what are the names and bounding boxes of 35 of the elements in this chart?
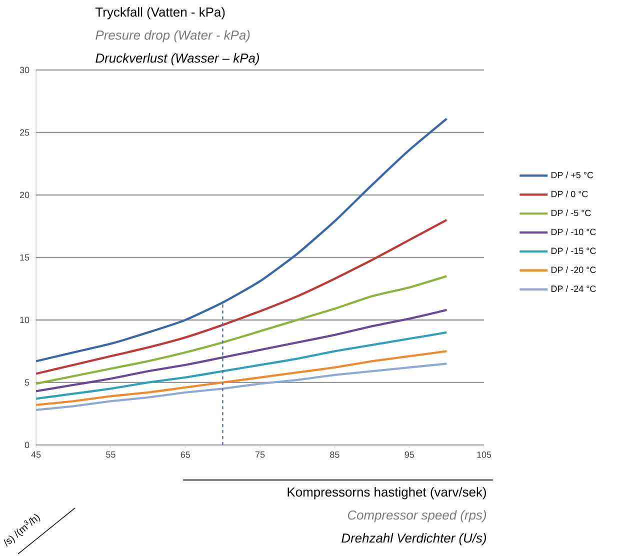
legend-label: DP / -24 °C	[551, 285, 596, 292]
y-tick-label: 15	[20, 254, 30, 261]
line-series	[36, 275, 448, 385]
x-tick-label: 75	[255, 451, 265, 458]
x-axis-title: Kompressorns hastighet (varv/sek)	[288, 487, 486, 500]
x-tick-label: 105	[477, 451, 492, 458]
legend-label: DP / +5 °C	[551, 172, 594, 178]
line-series	[36, 331, 448, 400]
text: /s) /(m$^{3}$/h)	[4, 514, 40, 547]
legend-label: DP / 0 °C	[551, 190, 588, 198]
x-tick-label: 45	[31, 451, 41, 458]
y-tick-label: 5	[24, 379, 30, 386]
y-tick-label: 10	[20, 316, 30, 324]
y-tick-label: 20	[20, 192, 30, 198]
x-tick-label: 85	[330, 451, 340, 458]
text: Compressor speed (rps)	[348, 510, 486, 522]
line-series	[36, 218, 448, 375]
chart-title: Tryckfall (Vatten - kPa)	[96, 7, 225, 20]
line-series	[36, 362, 448, 412]
legend-label: DP / -5 °C	[551, 210, 591, 216]
legend-label: DP / -10 °C	[551, 228, 596, 236]
text: Druckverlust (Wasser – kPa)	[96, 53, 260, 66]
line-series	[36, 350, 448, 406]
line-series	[36, 118, 448, 362]
text: Drehzahl Verdichter (U/s)	[342, 533, 486, 546]
legend-label: DP / -20 °C	[551, 266, 596, 274]
legend-label: DP / -15 °C	[551, 247, 596, 254]
line-series	[36, 308, 448, 392]
x-tick-label: 65	[180, 451, 190, 458]
x-tick-label: 95	[404, 451, 414, 458]
x-tick-label: 55	[106, 451, 116, 458]
y-tick-label: 30	[20, 66, 30, 74]
y-tick-label: 0	[24, 442, 30, 448]
y-tick-label: 25	[20, 129, 30, 136]
chart-subtitle: Presure drop (Water - kPa)	[96, 30, 250, 42]
